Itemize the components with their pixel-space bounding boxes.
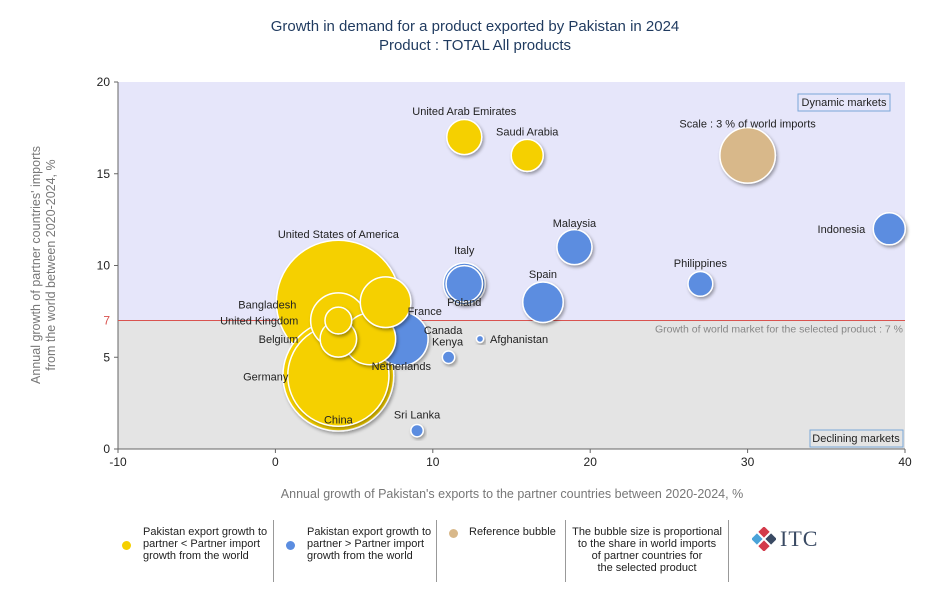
bubble-label-malaysia: Malaysia [553,218,597,230]
bubble-label-italy: Italy [454,245,475,257]
legend-blue-line2: partner > Partner import [307,538,425,550]
chart-title: Growth in demand for a product exported … [270,18,680,35]
bubble-saudi-arabia [510,138,544,173]
bubble-label-belgium: Belgium [259,334,299,346]
bubble-label-philippines: Philippines [674,258,728,270]
legend-yellow-line1: Pakistan export growth to [143,526,268,538]
x-tick-label: 0 [272,455,279,469]
bubble-spain [521,281,564,324]
declining-markets-label: Declining markets [812,433,900,445]
legend-note-line3: of partner countries for [591,550,703,562]
chart-subtitle: Product : TOTAL All products [378,37,572,54]
bubble-indonesia [872,212,907,246]
legend-yellow-line3: growth from the world [143,550,249,562]
bubble-label-poland: Poland [447,297,481,309]
bubble-label-afghanistan: Afghanistan [490,334,548,346]
legend-reference-bubble [449,529,458,538]
bubble-label-united-arab-emirates: United Arab Emirates [412,106,516,118]
dynamic-region [118,82,905,321]
reference-line-tick-label: 7 [103,314,110,328]
legend: Pakistan export growth to partner < Part… [110,520,729,582]
legend-blue-bubble [286,541,295,550]
x-tick-label: 30 [741,455,755,469]
bubble-malaysia [556,228,593,266]
reference-line-label: Growth of world market for the selected … [655,324,903,336]
bubble-united-arab-emirates [446,118,483,156]
bubble-label-sri-lanka: Sri Lanka [394,410,441,422]
declining-region [118,320,905,449]
y-axis-title-line1: Annual growth of partner countries' impo… [29,146,43,384]
bubble-label-france: France [408,306,442,318]
legend-item-size-note: The bubble size is proportional to the s… [566,520,729,582]
declining-markets-box [809,429,904,448]
dynamic-markets-label: Dynamic markets [802,97,887,109]
legend-note-line2: to the share in world imports [577,538,717,550]
x-tick-label: -10 [109,455,127,469]
bubble-scale-3-of-world-imports [719,126,777,184]
legend-note-line1: The bubble size is proportional [572,526,722,538]
legend-item-reference: Reference bubble [437,520,566,582]
bubble-kenya [441,350,456,365]
legend-blue-line1: Pakistan export growth to [307,526,432,538]
y-tick-label: 20 [97,75,111,89]
y-tick-label: 0 [103,442,110,456]
bubble-label-saudi-arabia: Saudi Arabia [496,126,559,138]
bubble-label-indonesia: Indonesia [818,224,867,236]
legend-item-blue: Pakistan export growth to partner > Part… [274,520,437,582]
itc-logo-icon [752,527,776,551]
bubble-label-germany: Germany [243,372,289,384]
bubble-label-china: China [324,415,354,427]
x-tick-label: 20 [584,455,598,469]
legend-yellow-bubble [122,541,131,550]
legend-note-line4: the selected product [597,562,697,574]
legend-item-yellow: Pakistan export growth to partner < Part… [110,520,274,582]
bubble-poland [445,264,484,303]
x-tick-label: 40 [898,455,912,469]
bubble-afghanistan [475,334,485,344]
itc-logo-text: ITC [780,526,819,551]
bubble-label-spain: Spain [529,269,557,281]
bubble-france [359,276,412,329]
bubble-label-netherlands: Netherlands [372,361,432,373]
x-axis-title: Annual growth of Pakistan's exports to t… [281,487,743,501]
bubble-philippines [687,270,714,297]
y-tick-label: 10 [97,259,111,273]
legend-blue-line3: growth from the world [307,550,413,562]
bubble-label-united-states-of-america: United States of America [278,229,400,241]
y-axis-title-line2: from the world between 2020-2024, % [44,159,58,370]
legend-reference-label: Reference bubble [469,526,556,538]
y-tick-label: 15 [97,167,111,181]
dynamic-markets-box [797,93,891,112]
bubble-label-scale-3-of-world-imports: Scale : 3 % of world imports [679,118,816,130]
legend-yellow-line2: partner < Partner import [143,538,261,550]
x-tick-label: 10 [426,455,440,469]
bubble-label-united-kingdom: United Kingdom [220,316,298,328]
bubble-bangladesh [324,306,353,335]
bubble-label-bangladesh: Bangladesh [238,300,296,312]
y-tick-label: 5 [103,350,110,364]
bubble-sri-lanka [410,423,425,438]
bubble-label-canada: Canada [424,325,463,337]
itc-logo: ITC [752,526,818,552]
bubble-label-kenya: Kenya [432,336,464,348]
